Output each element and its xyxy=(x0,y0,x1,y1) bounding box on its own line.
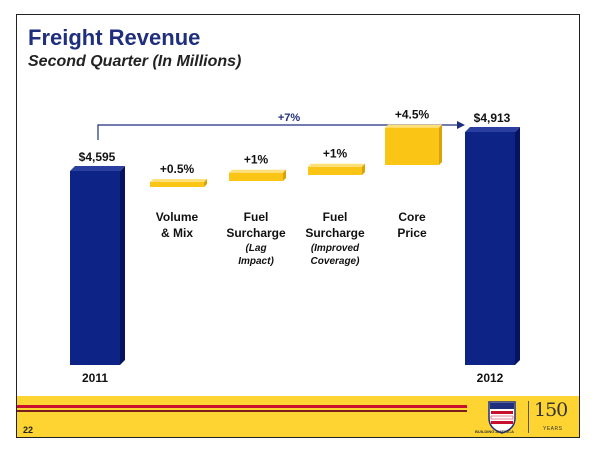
pct-label-2: +1% xyxy=(244,153,269,167)
category-label-4-line-2: Price xyxy=(397,226,427,240)
bar-change-4 xyxy=(385,127,439,165)
bar-2011-side xyxy=(120,166,125,365)
footer-stripe-dark xyxy=(17,410,467,412)
category-label-2-line-1: Fuel xyxy=(244,210,269,224)
bar-2012-top xyxy=(465,127,520,132)
total-change-label: +7% xyxy=(278,112,301,124)
category-note-3-line-2: Coverage) xyxy=(311,256,361,267)
bar-change-1-top xyxy=(150,179,207,182)
category-label-1-line-1: Volume xyxy=(156,210,199,224)
category-note-3-line-1: (Improved xyxy=(311,243,360,254)
bar-change-4-top xyxy=(385,124,442,128)
page-number: 22 xyxy=(23,425,34,435)
bar-change-3 xyxy=(308,166,362,175)
value-label-2012: $4,913 xyxy=(474,111,511,125)
value-label-2011: $4,595 xyxy=(79,150,116,164)
category-label-2-line-2: Surcharge xyxy=(226,226,286,240)
category-note-2-line-1: (Lag xyxy=(245,243,266,254)
anniversary-number: 150 xyxy=(534,399,568,421)
total-change-arrow-line xyxy=(97,124,457,140)
bar-change-1-side xyxy=(204,179,207,187)
category-label-1-line-2: & Mix xyxy=(161,226,193,240)
bar-change-4-side xyxy=(439,124,442,165)
logo-divider xyxy=(528,401,529,433)
bar-2012 xyxy=(465,132,515,365)
footer-band xyxy=(17,396,579,437)
bar-change-3-top xyxy=(308,163,365,167)
shield-caption: BUILDING AMERICA xyxy=(475,429,514,434)
x-label-2012: 2012 xyxy=(477,371,504,385)
category-note-2-line-2: Impact) xyxy=(238,256,274,267)
bar-change-3-side xyxy=(362,163,365,175)
category-label-3-line-2: Surcharge xyxy=(305,226,365,240)
waterfall-chart: $4,595 2011 $4,913 2012 +7% +0.5% Volume & Mix +… xyxy=(70,108,520,385)
page-subtitle: Second Quarter (In Millions) xyxy=(28,53,242,70)
bar-2011-top xyxy=(70,166,125,171)
bar-change-2-top xyxy=(229,169,286,173)
pct-label-1: +0.5% xyxy=(160,162,195,176)
bar-change-2 xyxy=(229,172,283,181)
pct-label-4: +4.5% xyxy=(395,108,430,122)
slide: Freight Revenue Second Quarter (In Milli… xyxy=(16,14,580,438)
page-title: Freight Revenue xyxy=(28,25,201,50)
x-label-2011: 2011 xyxy=(82,371,108,385)
bar-change-1 xyxy=(150,182,204,187)
pct-label-3: +1% xyxy=(323,147,348,161)
bar-2012-side xyxy=(515,127,520,365)
category-label-4-line-1: Core xyxy=(398,210,426,224)
union-pacific-shield-icon xyxy=(488,401,516,434)
footer-stripe-red xyxy=(17,405,467,408)
total-change-arrow-head xyxy=(457,121,465,129)
bar-change-2-side xyxy=(283,169,286,181)
anniversary-label: YEARS xyxy=(543,426,563,432)
bar-2011 xyxy=(70,171,120,365)
category-label-3-line-1: Fuel xyxy=(323,210,348,224)
